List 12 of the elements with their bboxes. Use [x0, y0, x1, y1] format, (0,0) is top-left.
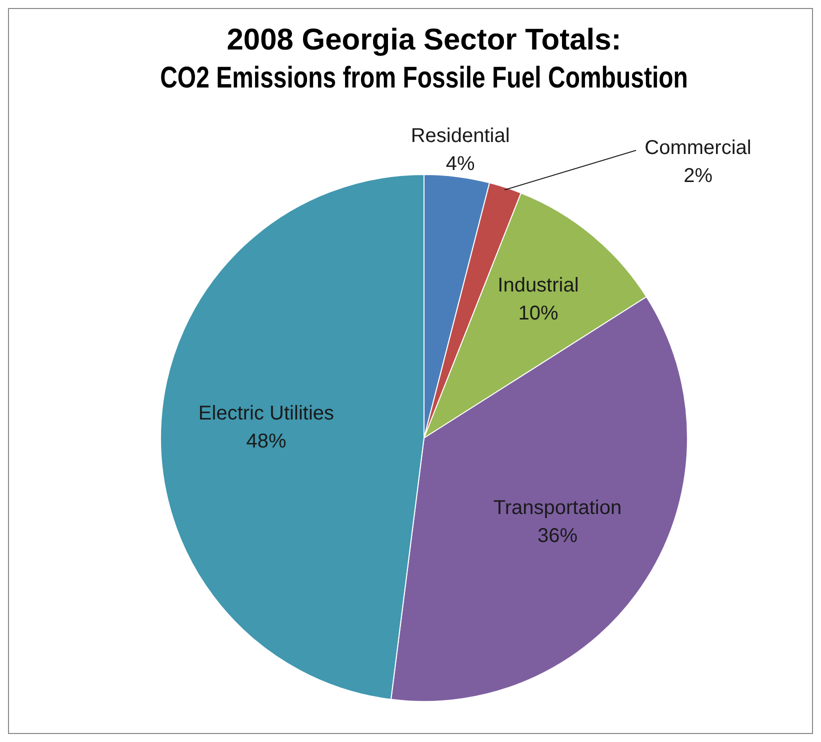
chart-subtitle: CO2 Emissions from Fossile Fuel Combustion	[160, 60, 688, 94]
slice-label: Industrial	[498, 274, 579, 296]
slice-label: Transportation	[493, 497, 622, 520]
data-label: 4%	[446, 152, 475, 175]
data-label: 48%	[246, 430, 286, 453]
data-label: 10%	[518, 302, 558, 324]
data-label: 36%	[537, 525, 578, 548]
slice-label: Residential	[410, 124, 510, 147]
data-label: 2%	[684, 164, 713, 187]
chart-title: 2008 Georgia Sector Totals:	[226, 23, 622, 56]
slice-label: Commercial	[644, 136, 752, 159]
slice-label: Electric Utilities	[198, 402, 334, 425]
